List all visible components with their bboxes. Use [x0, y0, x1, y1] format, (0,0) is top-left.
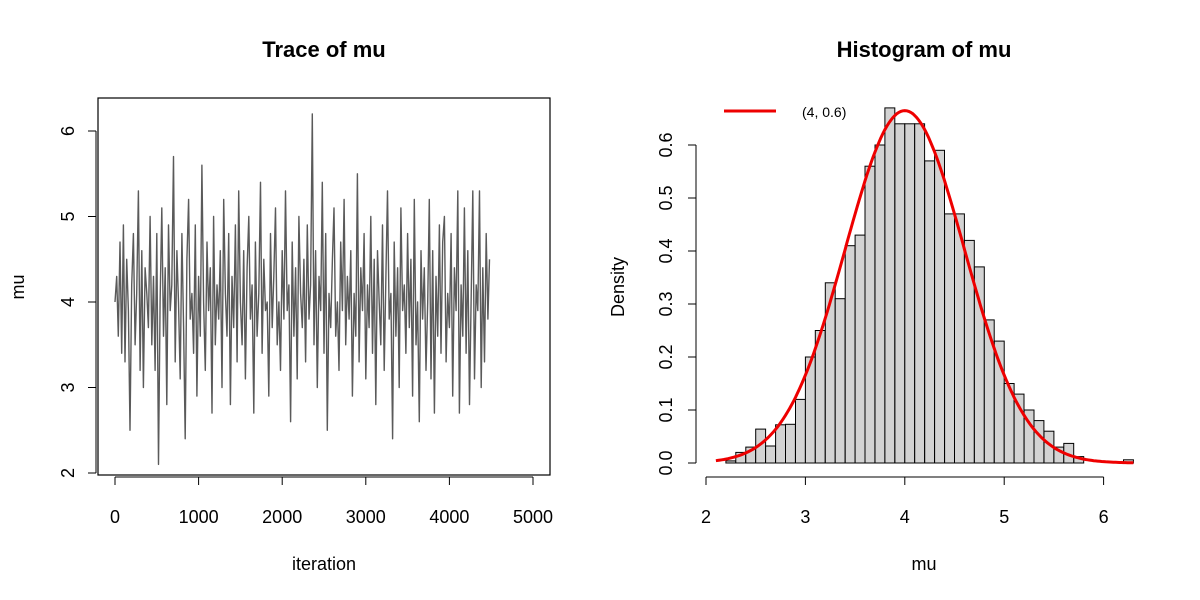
histogram-bar	[725, 460, 737, 464]
histogram-bar	[924, 160, 936, 464]
histogram-y-tick-label: 0.1	[656, 397, 676, 422]
histogram-y-tick-label: 0.5	[656, 185, 676, 210]
legend: (4, 0.6)	[724, 104, 846, 120]
density-curve	[715, 109, 1134, 465]
trace-x-tick-label: 5000	[513, 507, 553, 527]
histogram-bar	[914, 123, 926, 464]
histogram-bar	[795, 398, 806, 464]
histogram-y-tick-label: 0.6	[656, 132, 676, 157]
trace-y-tick-label: 6	[58, 126, 78, 136]
histogram-bar	[874, 144, 886, 464]
trace-y-tick-label: 4	[58, 297, 78, 307]
histogram-bar	[814, 330, 826, 464]
trace-x-axis: 0 1000 2000 3000 4000 5000	[110, 476, 553, 527]
histogram-bar	[834, 298, 846, 464]
histogram-y-label: Density	[608, 257, 628, 317]
histogram-bar	[765, 445, 776, 464]
histogram-x-tick-label: 4	[900, 507, 910, 527]
trace-series	[114, 113, 491, 466]
trace-y-tick-label: 2	[58, 468, 78, 478]
histogram-bar	[785, 423, 796, 464]
trace-line	[114, 113, 491, 466]
trace-x-tick-label: 2000	[262, 507, 302, 527]
trace-y-label: mu	[8, 274, 28, 299]
trace-x-tick-label: 1000	[179, 507, 219, 527]
histogram-bar	[904, 123, 916, 464]
histogram-bar	[954, 213, 965, 464]
histogram-bar	[854, 234, 866, 464]
trace-x-tick-label: 0	[110, 507, 120, 527]
trace-y-axis: 2 3 4 5 6	[58, 126, 97, 478]
trace-plot-box	[97, 97, 551, 476]
trace-x-tick-label: 3000	[346, 507, 386, 527]
histogram-bar	[775, 424, 786, 464]
histogram-y-tick-label: 0.4	[656, 238, 676, 263]
trace-x-label: iteration	[292, 554, 356, 574]
trace-panel: Trace of mu 0 1000 2000 3000 4000 5000 23456 …	[8, 37, 553, 574]
histogram-y-tick-label: 0.3	[656, 291, 676, 316]
histogram-x-tick-label: 2	[701, 507, 711, 527]
histogram-bar	[1033, 420, 1045, 464]
histogram-x-tick-label: 5	[999, 507, 1009, 527]
histogram-bar	[944, 213, 955, 464]
histogram-y-axis: 0.0 0.1 0.2 0.3 0.4 0.5 0.6	[656, 132, 697, 476]
histogram-x-axis: 2 3 4 5 6	[701, 476, 1109, 527]
histogram-title: Histogram of mu	[837, 37, 1012, 62]
histogram-bars	[725, 107, 1134, 464]
histogram-x-tick-label: 3	[800, 507, 810, 527]
histogram-x-tick-label: 6	[1099, 507, 1109, 527]
trace-y-tick-label: 3	[58, 382, 78, 392]
histogram-bar	[894, 123, 906, 464]
trace-x-tick-label: 4000	[429, 507, 469, 527]
histogram-y-tick-label: 0.0	[656, 450, 676, 475]
histogram-y-tick-label: 0.2	[656, 344, 676, 369]
density-curve-line	[715, 109, 1134, 465]
histogram-bar	[934, 149, 945, 464]
histogram-x-label: mu	[911, 554, 936, 574]
legend-label: (4, 0.6)	[802, 104, 846, 120]
trace-title: Trace of mu	[262, 37, 385, 62]
histogram-bar	[844, 245, 856, 464]
histogram-panel: Histogram of mu 2 3 4 5 6 0.0 0.1 0.2 0.3 0.4 0.5…	[608, 37, 1134, 574]
histogram-bar	[884, 107, 896, 464]
histogram-bar	[864, 165, 876, 464]
trace-y-tick-label: 5	[58, 211, 78, 221]
